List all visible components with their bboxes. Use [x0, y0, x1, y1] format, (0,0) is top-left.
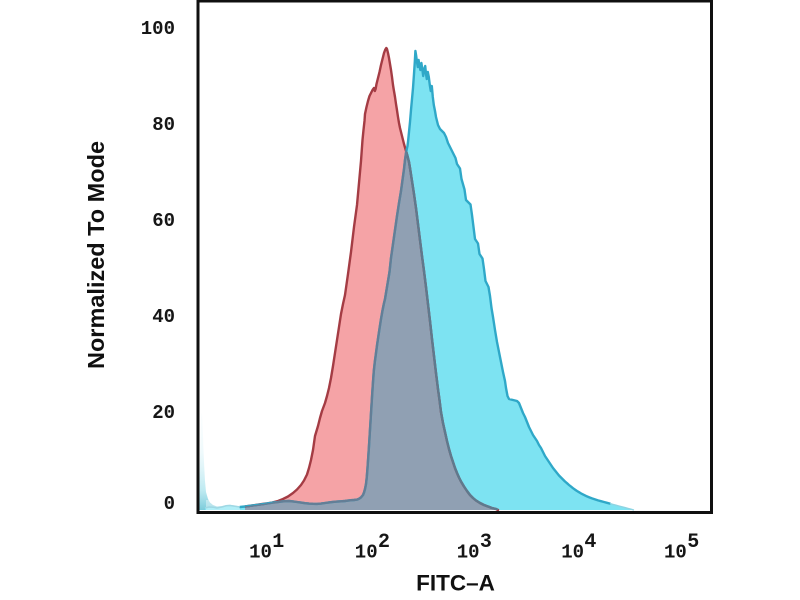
svg-text:40: 40	[152, 306, 175, 328]
svg-text:100: 100	[141, 18, 175, 40]
svg-text:10: 10	[355, 542, 378, 564]
svg-text:3: 3	[480, 531, 492, 554]
svg-text:5: 5	[687, 531, 699, 554]
svg-text:0: 0	[164, 493, 175, 515]
svg-text:2: 2	[378, 531, 390, 554]
svg-text:FITC–A: FITC–A	[416, 571, 495, 596]
svg-text:1: 1	[272, 531, 284, 554]
svg-text:10: 10	[664, 542, 687, 564]
svg-text:10: 10	[457, 542, 480, 564]
svg-text:Normalized To Mode: Normalized To Mode	[83, 141, 109, 369]
svg-text:60: 60	[152, 210, 175, 232]
svg-text:10: 10	[561, 542, 584, 564]
svg-text:20: 20	[152, 402, 175, 424]
svg-text:10: 10	[249, 542, 272, 564]
svg-text:4: 4	[584, 531, 596, 554]
svg-text:80: 80	[152, 114, 175, 136]
